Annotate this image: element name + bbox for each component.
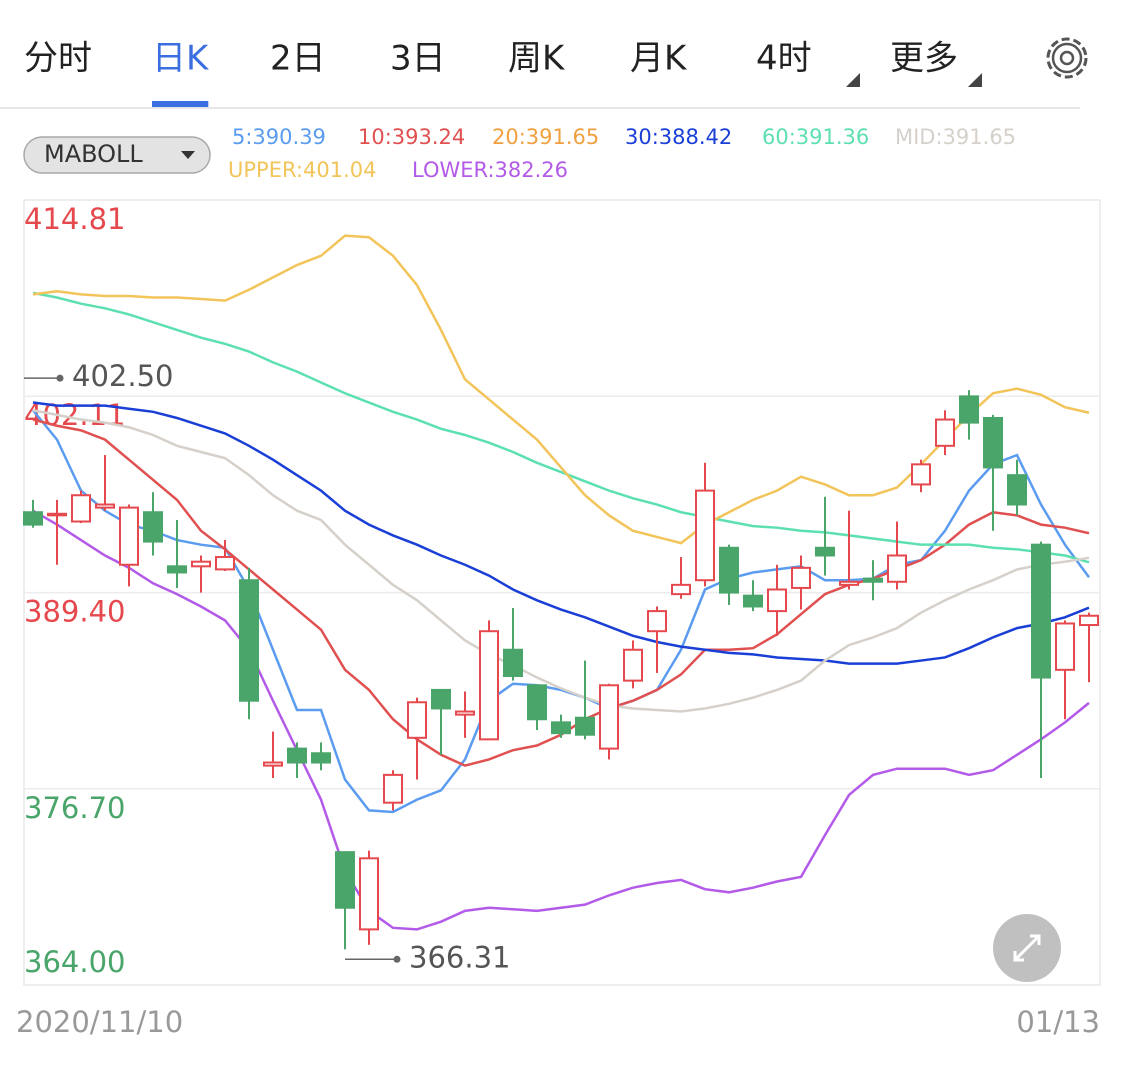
legend-entry: 10:393.24 <box>358 125 465 149</box>
indicator-line <box>32 409 1091 814</box>
candle-body <box>839 580 859 586</box>
candle-body <box>863 577 883 583</box>
dropdown-corner <box>968 73 982 87</box>
candle-body <box>575 716 595 736</box>
tab[interactable]: 3日 <box>390 39 446 79</box>
candle-body <box>335 851 355 909</box>
candle-body <box>191 560 211 568</box>
candle-body <box>719 546 739 594</box>
candle-body <box>167 565 187 574</box>
candle-body <box>599 684 619 750</box>
candle-body <box>287 747 307 764</box>
max-label: 402.50 <box>72 359 173 393</box>
tab[interactable]: 日K <box>152 39 210 79</box>
candle-body <box>311 752 331 764</box>
indicator-line <box>32 291 1090 564</box>
indicator-selector[interactable]: MABOLL <box>23 136 211 174</box>
tab[interactable]: 更多 <box>890 39 958 79</box>
tab[interactable]: 周K <box>508 39 566 79</box>
candle-body <box>239 579 259 702</box>
legend-entry: LOWER:382.26 <box>412 158 568 182</box>
candle-body <box>671 583 691 596</box>
min-label: 366.31 <box>409 940 510 974</box>
indicator-line <box>32 409 1090 713</box>
candle-body <box>1055 622 1075 671</box>
max-dot <box>56 374 64 382</box>
tab[interactable]: 4时 <box>756 39 812 79</box>
y-tick-label: 414.81 <box>24 202 125 236</box>
candle-body <box>215 556 235 571</box>
candle-body <box>1031 543 1051 679</box>
candle-body <box>431 688 451 710</box>
candle-body <box>47 512 67 517</box>
expand-button[interactable] <box>993 914 1061 982</box>
gear-hub <box>1059 50 1075 66</box>
candle-body <box>887 554 907 583</box>
dropdown-corner <box>846 73 860 87</box>
candle-body <box>647 610 667 633</box>
candle-body <box>623 648 643 682</box>
tab[interactable]: 分时 <box>24 39 92 79</box>
candle-body <box>119 506 139 566</box>
candle-body <box>791 566 811 589</box>
tab[interactable]: 2日 <box>270 39 326 79</box>
indicator-line <box>32 234 1090 545</box>
legend-entry: UPPER:401.04 <box>228 158 376 182</box>
candle-body <box>743 594 763 608</box>
candle-body <box>1079 614 1099 627</box>
y-tick-label: 389.40 <box>24 595 125 629</box>
settings-icon[interactable] <box>1046 37 1088 79</box>
legend-entry: MID:391.65 <box>895 125 1016 149</box>
candle-body <box>551 721 571 735</box>
candle-body <box>911 463 931 486</box>
indicator-line <box>32 509 1090 931</box>
candle-body <box>383 773 403 804</box>
candle-body <box>503 648 523 678</box>
gear-ring <box>1051 42 1083 74</box>
candle-body <box>695 489 715 582</box>
indicator-lines <box>32 234 1091 931</box>
legend-entry: 60:391.36 <box>762 125 869 149</box>
candle-body <box>959 395 979 424</box>
candle-body <box>479 630 499 741</box>
candle-body <box>359 857 379 931</box>
tab-underline <box>152 101 209 107</box>
indicator-line <box>32 401 1090 665</box>
candle-body <box>815 546 835 557</box>
x-tick-label: 01/13 <box>1016 1005 1100 1039</box>
candle-body <box>407 701 427 739</box>
selector-caret <box>181 151 195 159</box>
candle-body <box>935 418 955 447</box>
gear-teeth <box>1046 37 1088 79</box>
candle-body <box>143 511 163 543</box>
selector-pill <box>23 136 211 174</box>
candle-body <box>455 710 475 716</box>
candle-body <box>263 761 283 767</box>
candle-body <box>983 416 1003 469</box>
min-dot <box>393 955 401 963</box>
y-tick-label: 364.00 <box>24 945 125 979</box>
y-tick-label: 376.70 <box>24 791 125 825</box>
legend-entry: 20:391.65 <box>492 125 599 149</box>
candle-body <box>71 494 91 523</box>
expand-arrows <box>1013 934 1041 962</box>
candle-body <box>527 684 547 721</box>
selector-label: MABOLL <box>44 140 143 168</box>
tab[interactable]: 月K <box>630 39 688 79</box>
legend-entry: 30:388.42 <box>625 125 732 149</box>
candle-body <box>95 503 115 509</box>
candle-body <box>767 588 787 613</box>
candle-body <box>1007 474 1027 506</box>
x-tick-label: 2020/11/10 <box>16 1005 183 1039</box>
legend-entry: 5:390.39 <box>232 125 326 149</box>
candle-body <box>23 511 43 526</box>
